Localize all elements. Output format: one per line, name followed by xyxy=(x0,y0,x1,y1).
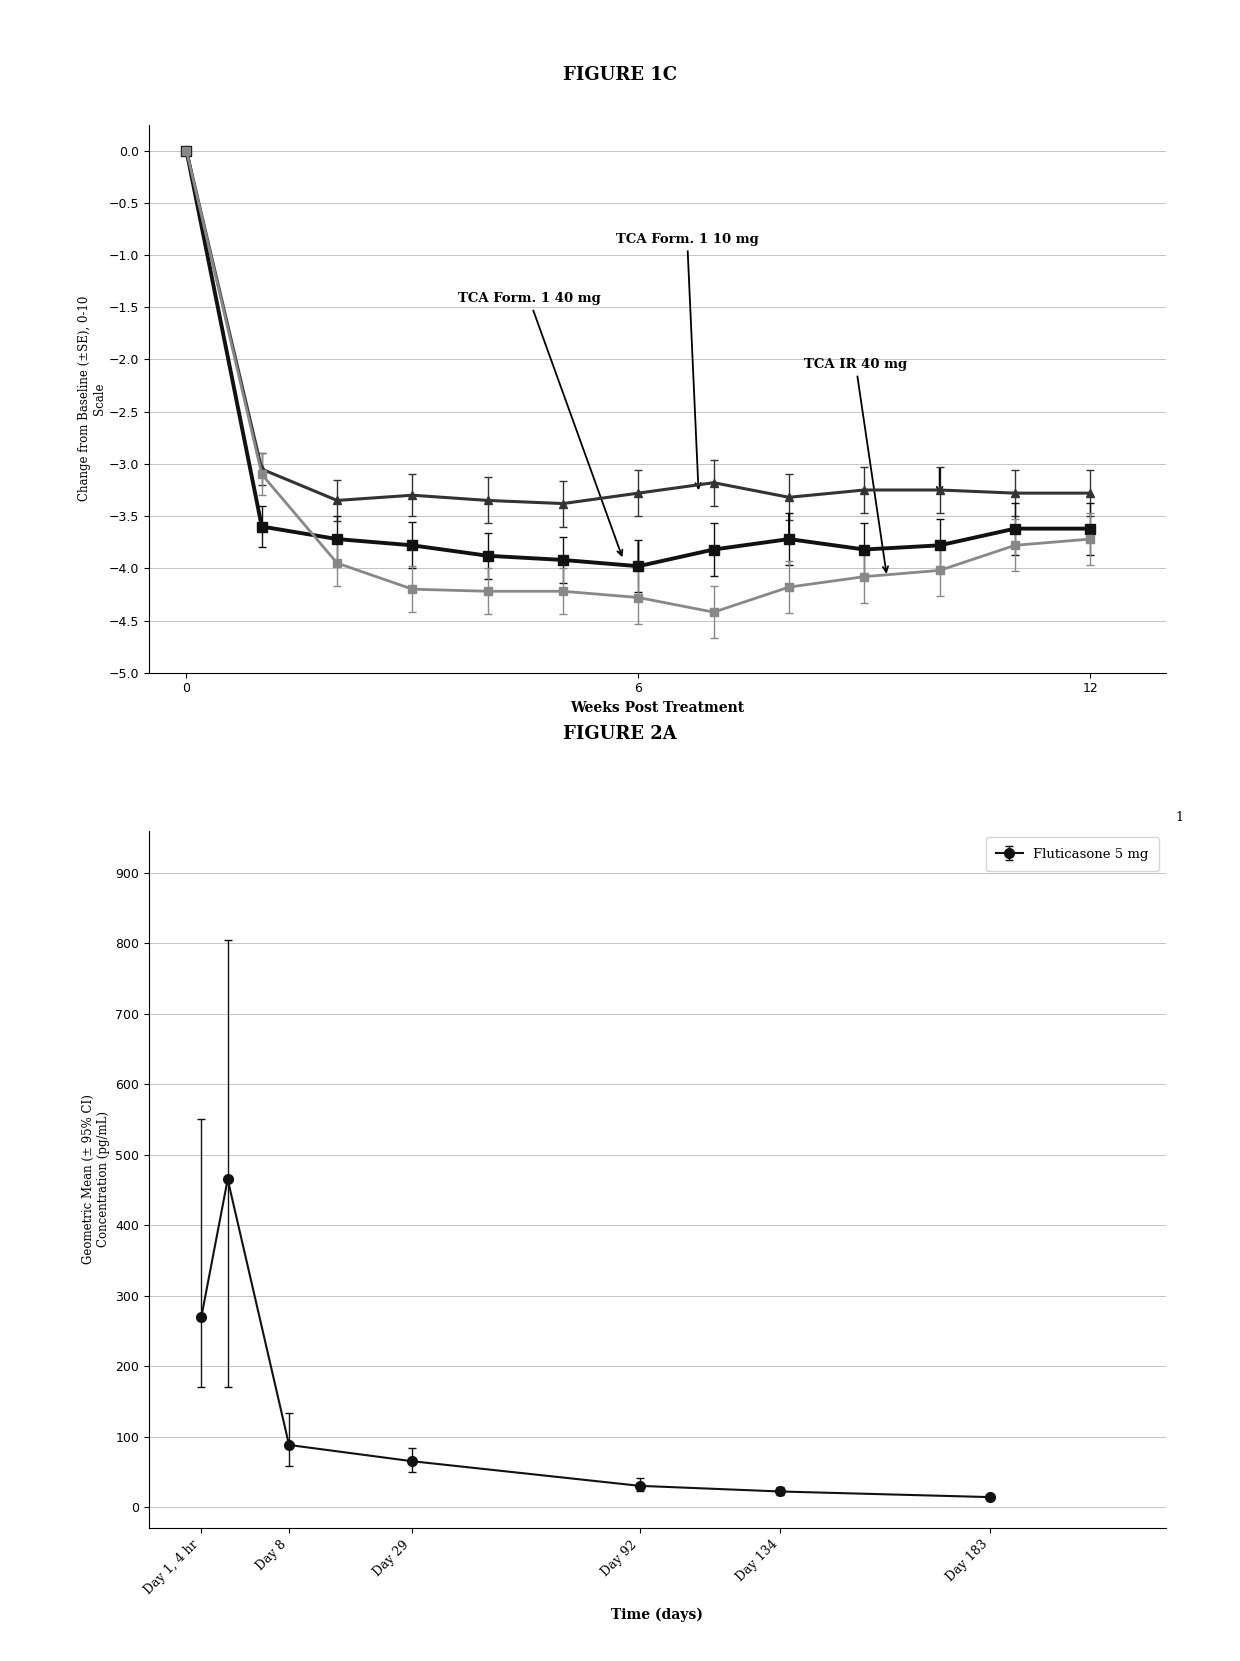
Text: TCA Form. 1 40 mg: TCA Form. 1 40 mg xyxy=(458,292,622,555)
Y-axis label: Change from Baseline (±SE), 0-10
Scale: Change from Baseline (±SE), 0-10 Scale xyxy=(78,296,105,502)
Text: TCA IR 40 mg: TCA IR 40 mg xyxy=(804,357,908,571)
X-axis label: Time (days): Time (days) xyxy=(611,1608,703,1623)
Y-axis label: Geometric Mean (± 95% CI)
Concentration (pg/mL): Geometric Mean (± 95% CI) Concentration … xyxy=(82,1095,109,1264)
Text: FIGURE 2A: FIGURE 2A xyxy=(563,726,677,742)
X-axis label: Weeks Post Treatment: Weeks Post Treatment xyxy=(570,701,744,714)
Text: FIGURE 1C: FIGURE 1C xyxy=(563,66,677,83)
Text: TCA Form. 1 10 mg: TCA Form. 1 10 mg xyxy=(616,233,759,488)
Legend: Fluticasone 5 mg: Fluticasone 5 mg xyxy=(986,837,1159,872)
Text: 1: 1 xyxy=(1176,811,1184,824)
